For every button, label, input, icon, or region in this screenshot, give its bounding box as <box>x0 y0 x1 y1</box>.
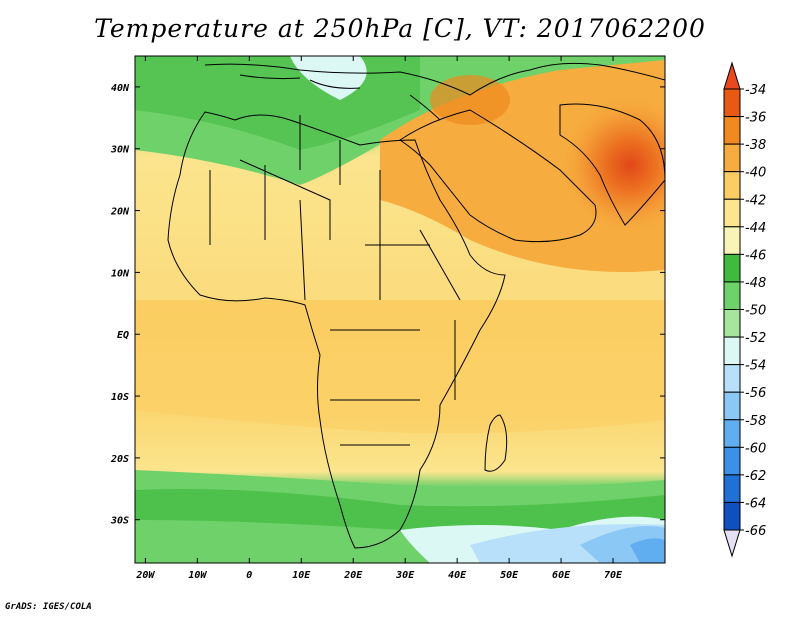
colorbar-segment <box>723 88 741 118</box>
x-tick-label: 20W <box>135 570 155 581</box>
x-tick-label: 60E <box>552 570 571 581</box>
colorbar-top-arrow <box>723 61 741 90</box>
colorbar-label: -48 <box>745 276 766 291</box>
colorbar-bottom-arrow <box>723 529 741 558</box>
colorbar-segment <box>723 198 741 228</box>
x-tick-label: 50E <box>500 570 519 581</box>
colorbar-label: -38 <box>745 138 766 153</box>
colorbar-label: -58 <box>745 414 766 429</box>
y-tick-label: 20S <box>110 454 129 465</box>
colorbar-label: -64 <box>745 496 766 511</box>
y-tick-label: 10N <box>111 268 130 279</box>
y-tick-label: 10S <box>111 392 129 403</box>
colorbar-label: -46 <box>745 248 766 263</box>
x-tick-label: 10W <box>188 570 207 581</box>
colorbar-label: -62 <box>745 469 766 484</box>
grads-credit: GrADS: IGES/COLA <box>5 602 92 612</box>
colorbar-label: -56 <box>745 386 766 401</box>
colorbar-segment <box>723 253 741 283</box>
colorbar-label: -54 <box>745 359 766 374</box>
colorbar-segment <box>723 309 741 338</box>
temperature-field <box>135 56 665 563</box>
y-tick-label: 30S <box>110 516 129 527</box>
colorbar-segment <box>723 171 741 200</box>
colorbar-label: -34 <box>745 83 766 98</box>
colorbar-segment <box>723 364 741 393</box>
colorbar-segment <box>723 501 741 531</box>
colorbar-label: -52 <box>745 331 766 346</box>
colorbar-segment <box>723 226 741 255</box>
y-tick-label: 40N <box>111 83 130 94</box>
colorbar-label: -44 <box>745 221 766 236</box>
y-tick-label: EQ <box>117 330 129 341</box>
y-axis: 40N 30N 20N 10N EQ 10S 20S 30S <box>110 83 665 527</box>
map-title: Temperature at 250hPa [C], VT: 201706220… <box>94 14 706 43</box>
colorbar-segment <box>723 143 741 173</box>
y-tick-label: 30N <box>110 145 130 156</box>
x-tick-label: 20E <box>343 570 363 581</box>
colorbar-segment <box>723 116 741 145</box>
colorbar-segment <box>723 391 741 421</box>
colorbar-label: -42 <box>745 193 766 208</box>
colorbar-segment <box>723 281 741 310</box>
colorbar-segment <box>723 419 741 448</box>
colorbar-label: -50 <box>745 304 766 319</box>
x-tick-label: 70E <box>604 570 623 581</box>
x-tick-label: 40E <box>448 570 467 581</box>
plot-frame <box>134 55 666 564</box>
y-tick-label: 20N <box>110 207 130 218</box>
x-axis: 20W 10W 0 10E 20E 30E 40E 50E 60E 70E <box>135 56 623 581</box>
x-tick-label: 0 <box>246 570 252 581</box>
coastlines <box>167 62 665 549</box>
colorbar-label: -36 <box>745 111 766 126</box>
colorbar-label: -60 <box>745 441 766 456</box>
x-tick-label: 30E <box>395 570 415 581</box>
x-tick-label: 10E <box>292 570 311 581</box>
colorbar-segment <box>723 474 741 503</box>
colorbar: -34 -36 -38 -40 -42 -44 -46 -48 -50 -52 -54 -56 -58 -… <box>723 61 766 558</box>
colorbar-label: -66 <box>745 524 766 539</box>
colorbar-segment <box>723 446 741 476</box>
colorbar-label: -40 <box>745 166 766 181</box>
colorbar-segment <box>723 336 741 366</box>
